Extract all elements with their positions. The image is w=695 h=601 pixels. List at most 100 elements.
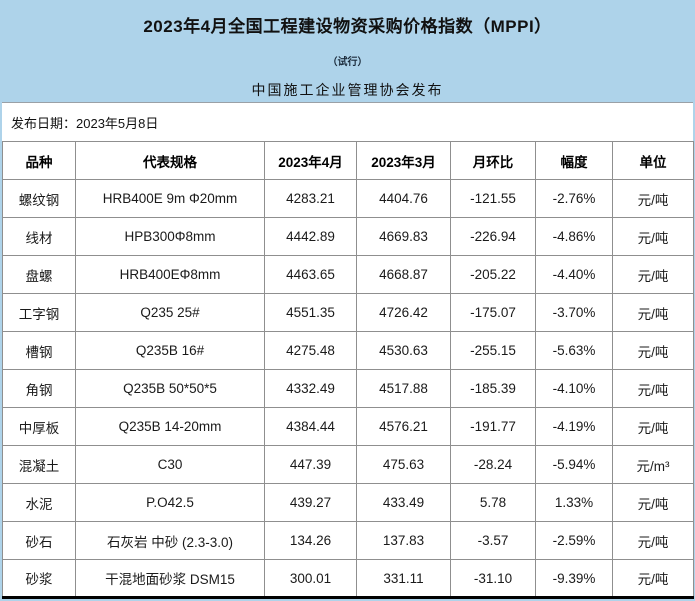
cell-spec: 干混地面砂浆 DSM15 xyxy=(75,559,265,598)
cell-unit: 元/吨 xyxy=(612,559,694,598)
cell-change-pct: -4.86% xyxy=(535,217,613,256)
column-header-2: 2023年4月 xyxy=(264,141,357,180)
cell-variety: 螺纹钢 xyxy=(2,179,76,218)
cell-mar-value: 433.49 xyxy=(356,483,451,522)
column-header-0: 品种 xyxy=(2,141,76,180)
table-row: 槽钢 Q235B 16# 4275.48 4530.63 -255.15 -5.63% 元/… xyxy=(2,331,694,370)
cell-variety: 中厚板 xyxy=(2,407,76,446)
cell-change-pct: -4.19% xyxy=(535,407,613,446)
table-row: 中厚板 Q235B 14-20mm 4384.44 4576.21 -191.77 -4.… xyxy=(2,407,694,446)
cell-mom-change: -121.55 xyxy=(450,179,536,218)
cell-mar-value: 4668.87 xyxy=(356,255,451,294)
cell-apr-value: 4551.35 xyxy=(264,293,357,332)
cell-change-pct: -4.10% xyxy=(535,369,613,408)
cell-mom-change: -3.57 xyxy=(450,521,536,560)
cell-change-pct: -3.70% xyxy=(535,293,613,332)
cell-mom-change: -28.24 xyxy=(450,445,536,484)
cell-variety: 砂石 xyxy=(2,521,76,560)
table-row: 工字钢 Q235 25# 4551.35 4726.42 -175.07 -3.70% 元/… xyxy=(2,293,694,332)
cell-apr-value: 4384.44 xyxy=(264,407,357,446)
cell-change-pct: -5.94% xyxy=(535,445,613,484)
cell-spec: P.O42.5 xyxy=(75,483,265,522)
table-header: 品种 代表规格 2023年4月 2023年3月 月环比 幅度 单位 xyxy=(2,141,694,180)
column-header-5: 幅度 xyxy=(535,141,613,180)
cell-unit: 元/吨 xyxy=(612,255,694,294)
table-row: 角钢 Q235B 50*50*5 4332.49 4517.88 -185.39 -4.1… xyxy=(2,369,694,408)
cell-mom-change: 5.78 xyxy=(450,483,536,522)
cell-variety: 盘螺 xyxy=(2,255,76,294)
cell-spec: Q235B 16# xyxy=(75,331,265,370)
cell-unit: 元/m³ xyxy=(612,445,694,484)
table-row: 水泥 P.O42.5 439.27 433.49 5.78 1.33% 元/吨 xyxy=(2,483,694,522)
cell-mar-value: 4669.83 xyxy=(356,217,451,256)
cell-spec: C30 xyxy=(75,445,265,484)
cell-mom-change: -185.39 xyxy=(450,369,536,408)
cell-change-pct: -4.40% xyxy=(535,255,613,294)
cell-mar-value: 4404.76 xyxy=(356,179,451,218)
cell-mar-value: 4530.63 xyxy=(356,331,451,370)
cell-mar-value: 4726.42 xyxy=(356,293,451,332)
cell-spec: Q235B 50*50*5 xyxy=(75,369,265,408)
table-row: 砂石 石灰岩 中砂 (2.3-3.0) 134.26 137.83 -3.57 -2.59… xyxy=(2,521,694,560)
release-date-label: 发布日期：2023年5月8日 xyxy=(11,115,159,131)
cell-mar-value: 331.11 xyxy=(356,559,451,598)
cell-variety: 线材 xyxy=(2,217,76,256)
table-row: 螺纹钢 HRB400E 9m Φ20mm 4283.21 4404.76 -121.55… xyxy=(2,179,694,218)
cell-spec: HRB400E 9m Φ20mm xyxy=(75,179,265,218)
cell-change-pct: -5.63% xyxy=(535,331,613,370)
release-date-row: 发布日期：2023年5月8日 xyxy=(2,103,693,141)
cell-apr-value: 4332.49 xyxy=(264,369,357,408)
table-row: 砂浆 干混地面砂浆 DSM15 300.01 331.11 -31.10 -9.39% 元/… xyxy=(2,559,694,598)
column-header-3: 2023年3月 xyxy=(356,141,451,180)
cell-mar-value: 475.63 xyxy=(356,445,451,484)
cell-variety: 砂浆 xyxy=(2,559,76,598)
table-body: 螺纹钢 HRB400E 9m Φ20mm 4283.21 4404.76 -121.55… xyxy=(2,179,694,598)
cell-mar-value: 4517.88 xyxy=(356,369,451,408)
cell-spec: HPB300Φ8mm xyxy=(75,217,265,256)
cell-change-pct: -2.76% xyxy=(535,179,613,218)
table-header-row: 品种 代表规格 2023年4月 2023年3月 月环比 幅度 单位 xyxy=(2,141,694,180)
cell-unit: 元/吨 xyxy=(612,217,694,256)
cell-mom-change: -205.22 xyxy=(450,255,536,294)
cell-apr-value: 439.27 xyxy=(264,483,357,522)
column-header-6: 单位 xyxy=(612,141,694,180)
cell-unit: 元/吨 xyxy=(612,407,694,446)
cell-unit: 元/吨 xyxy=(612,293,694,332)
cell-mar-value: 4576.21 xyxy=(356,407,451,446)
title-banner: 2023年4月全国工程建设物资采购价格指数（MPPI） （试行） 中国施工企业管… xyxy=(2,2,693,103)
price-index-table: 品种 代表规格 2023年4月 2023年3月 月环比 幅度 单位 螺纹钢 HRB400E 9… xyxy=(2,141,694,599)
cell-variety: 槽钢 xyxy=(2,331,76,370)
cell-mom-change: -175.07 xyxy=(450,293,536,332)
cell-mom-change: -191.77 xyxy=(450,407,536,446)
cell-mar-value: 137.83 xyxy=(356,521,451,560)
table-row: 盘螺 HRB400EΦ8mm 4463.65 4668.87 -205.22 -4.40%… xyxy=(2,255,694,294)
cell-mom-change: -226.94 xyxy=(450,217,536,256)
cell-spec: Q235 25# xyxy=(75,293,265,332)
cell-variety: 角钢 xyxy=(2,369,76,408)
cell-apr-value: 300.01 xyxy=(264,559,357,598)
column-header-4: 月环比 xyxy=(450,141,536,180)
cell-spec: HRB400EΦ8mm xyxy=(75,255,265,294)
cell-apr-value: 134.26 xyxy=(264,521,357,560)
cell-unit: 元/吨 xyxy=(612,483,694,522)
cell-unit: 元/吨 xyxy=(612,331,694,370)
cell-apr-value: 4275.48 xyxy=(264,331,357,370)
cell-unit: 元/吨 xyxy=(612,179,694,218)
column-header-1: 代表规格 xyxy=(75,141,265,180)
page-title: 2023年4月全国工程建设物资采购价格指数（MPPI） xyxy=(143,17,552,36)
cell-apr-value: 4283.21 xyxy=(264,179,357,218)
cell-change-pct: -2.59% xyxy=(535,521,613,560)
cell-change-pct: 1.33% xyxy=(535,483,613,522)
cell-variety: 工字钢 xyxy=(2,293,76,332)
cell-mom-change: -31.10 xyxy=(450,559,536,598)
cell-variety: 混凝土 xyxy=(2,445,76,484)
cell-apr-value: 447.39 xyxy=(264,445,357,484)
cell-apr-value: 4463.65 xyxy=(264,255,357,294)
cell-apr-value: 4442.89 xyxy=(264,217,357,256)
cell-unit: 元/吨 xyxy=(612,521,694,560)
cell-spec: 石灰岩 中砂 (2.3-3.0) xyxy=(75,521,265,560)
table-row: 混凝土 C30 447.39 475.63 -28.24 -5.94% 元/m³ xyxy=(2,445,694,484)
table-row: 线材 HPB300Φ8mm 4442.89 4669.83 -226.94 -4.86% 元… xyxy=(2,217,694,256)
publisher-line: 中国施工企业管理协会发布 xyxy=(251,84,444,99)
